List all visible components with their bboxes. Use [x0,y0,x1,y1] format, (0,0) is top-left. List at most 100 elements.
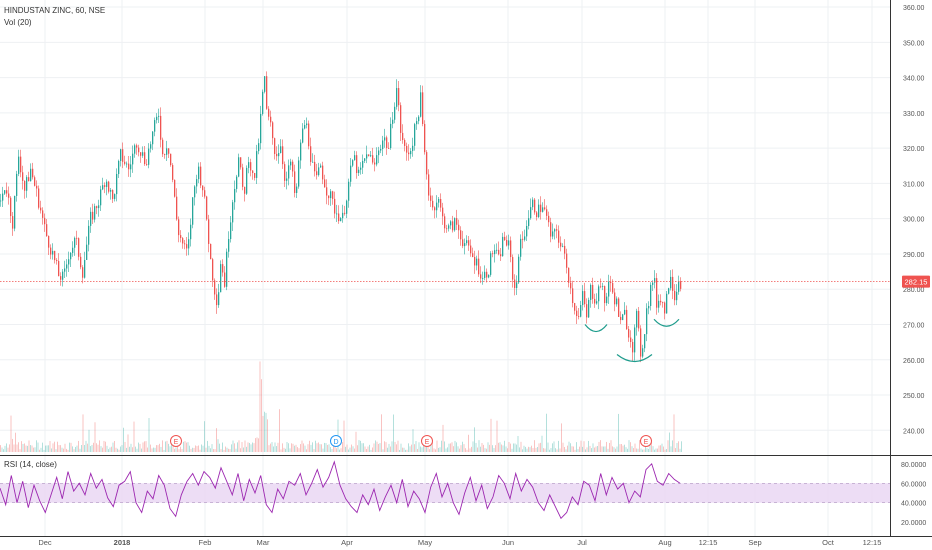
volume-bar [385,442,387,452]
volume-bar [63,448,64,452]
candle-body [464,243,466,247]
candle-body [270,116,272,123]
volume-bar [82,414,84,452]
candle-body [620,316,622,321]
volume-bar [673,414,675,452]
candle-body [474,256,476,266]
candle-body [166,148,168,155]
volume-bar [468,434,469,452]
volume-bar [87,443,88,452]
pattern-arc [653,318,680,327]
volume-bar [502,445,504,452]
candle-body [554,229,556,232]
rsi-y-tick-label: 20.0000 [901,520,926,527]
candle-body [352,160,354,166]
candle-body [558,230,560,243]
volume-bar [151,448,153,452]
candle-body [264,76,266,92]
volume-bar [546,413,547,452]
candle-body [580,305,582,317]
volume-bar [186,442,187,452]
volume-bar [60,445,61,452]
volume-bar [192,447,193,452]
candle-body [294,171,296,193]
volume-bar [33,447,34,452]
volume-bar [321,444,322,452]
candle-body [502,236,504,257]
symbol-legend[interactable]: HINDUSTAN ZINC, 60, NSE [4,6,106,15]
x-tick-label: Jun [502,538,514,547]
volume-bar [174,448,175,452]
candle-body [88,225,90,245]
volume-bar [403,447,405,452]
event-marker-label: E [425,439,430,446]
candle-body [224,272,226,287]
candle-body [252,170,254,174]
candle-body [626,309,628,330]
volume-bar [598,441,600,452]
candle-body [238,157,240,177]
candle-body [576,310,578,317]
candle-body [302,128,304,143]
price-y-tick-label: 350.00 [903,40,925,47]
candle-body [306,123,308,126]
volume-bar [267,419,268,452]
volume-bar [406,449,408,452]
candle-body [370,155,372,157]
candle-body [138,147,140,153]
volume-bar [91,444,93,452]
volume-bar [622,445,624,452]
volume-bar [145,441,147,452]
candle-body [288,165,290,179]
candle-body [276,153,278,157]
candle-body [312,161,314,163]
volume-bar [78,440,79,452]
candle-body [290,161,292,166]
candle-body [116,173,118,195]
candle-body [652,282,654,285]
volume-bar [123,427,124,452]
volume-bar [253,443,255,452]
volume-bar [1,447,3,452]
volume-bar [304,445,306,452]
volume-bar [211,444,213,452]
candle-body [622,314,624,321]
volume-bar [220,449,222,452]
volume-bar [282,443,283,452]
candle-body [372,155,374,163]
candle-body [92,211,94,220]
candle-body [492,253,494,255]
volume-bar [435,449,436,452]
volume-bar [361,443,363,452]
candle-body [226,251,228,287]
volume-bar [358,440,360,452]
candle-body [170,153,172,166]
candle-body [406,145,408,153]
volume-bar [4,445,6,452]
volume-bar [561,423,562,452]
volume-bar [417,448,418,452]
volume-bar [519,447,520,452]
candle-body [162,139,164,155]
candle-body [332,191,334,199]
volume-bar [562,442,564,452]
volume-bar [270,443,271,452]
volume-bar [670,446,672,452]
volume-legend[interactable]: Vol (20) [4,18,32,27]
volume-bar [312,442,313,452]
candle-body [304,125,306,129]
volume-bar [459,448,460,452]
candle-body [212,259,214,281]
candle-body [308,123,310,147]
candle-body [386,137,388,148]
rsi-legend[interactable]: RSI (14, close) [4,460,57,469]
volume-bar [357,445,358,452]
volume-bar [15,432,16,452]
volume-bar [102,447,103,452]
volume-bar [223,449,225,452]
volume-bar [81,445,82,452]
volume-bar [352,446,354,452]
volume-bar [40,447,42,452]
volume-bar [462,441,463,452]
